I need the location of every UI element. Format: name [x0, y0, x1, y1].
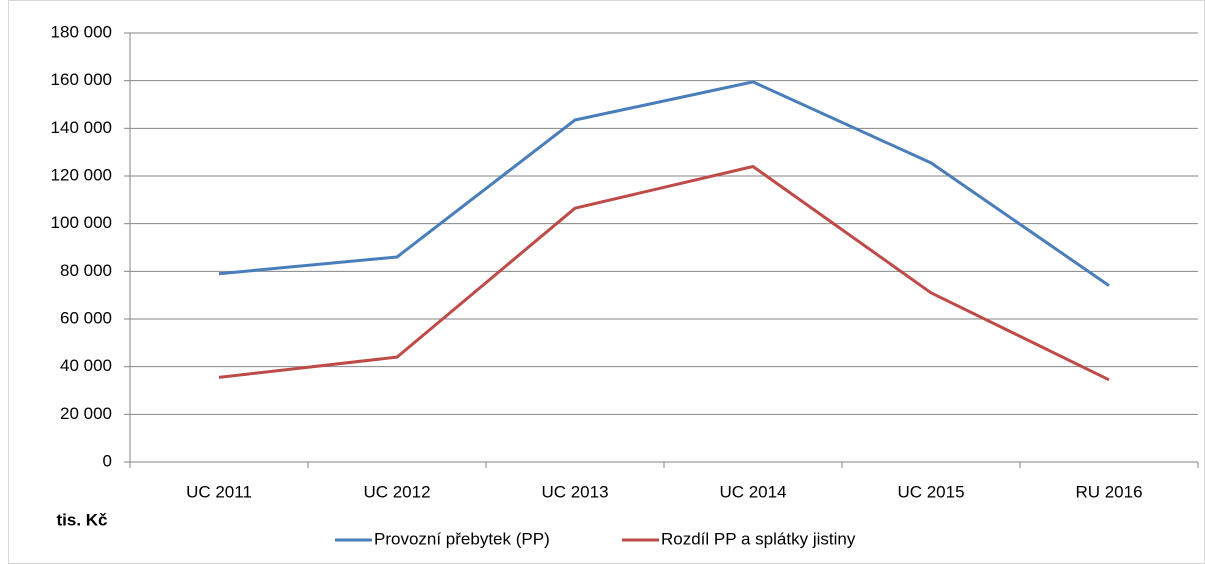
y-tick-label: 100 000	[51, 213, 112, 232]
y-tick-label: 20 000	[60, 404, 112, 423]
y-tick-label: 0	[103, 451, 112, 470]
chart-border	[8, 0, 1205, 564]
x-tick-label: RU 2016	[1075, 482, 1142, 501]
y-tick-label: 80 000	[60, 261, 112, 280]
y-unit-label: tis. Kč	[56, 510, 107, 529]
x-tick-label: UC 2014	[719, 482, 786, 501]
y-tick-label: 40 000	[60, 356, 112, 375]
y-tick-label: 120 000	[51, 165, 112, 184]
series-line	[218, 80, 1110, 287]
x-tick-label: UC 2011	[186, 482, 252, 501]
legend-label: Rozdíl PP a splátky jistiny	[661, 529, 856, 548]
series-line	[218, 165, 1110, 382]
x-tick-label: UC 2013	[541, 482, 608, 501]
y-tick-label: 60 000	[60, 308, 112, 327]
y-tick-label: 160 000	[51, 70, 112, 89]
legend-label: Provozní přebytek (PP)	[374, 529, 550, 548]
x-tick-label: UC 2015	[897, 482, 964, 501]
y-tick-label: 180 000	[51, 22, 112, 41]
y-tick-label: 140 000	[51, 118, 112, 137]
x-tick-label: UC 2012	[363, 482, 430, 501]
